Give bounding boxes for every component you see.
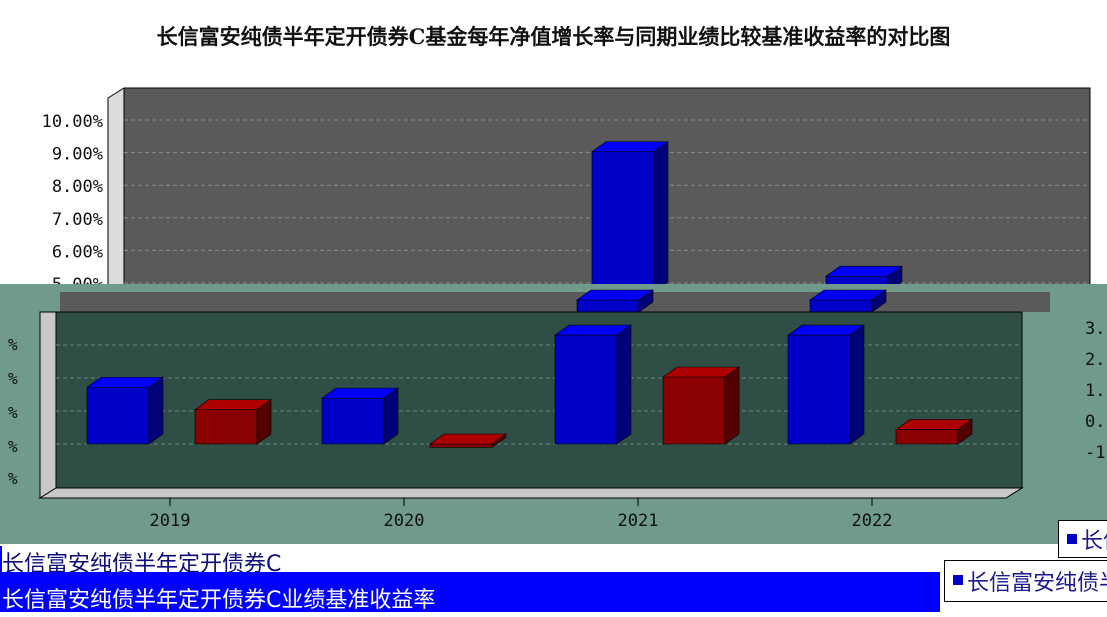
right-axis-ticks: 3. 2. 1. 0. -1. <box>1085 319 1107 463</box>
bar-front <box>895 429 959 445</box>
left-partial-tick: % <box>8 335 18 354</box>
y-tick-label: 8.00% <box>52 177 103 197</box>
bar-front <box>787 334 851 445</box>
bar-2021-series-2 <box>662 366 740 445</box>
left-partial-tick: % <box>8 469 18 488</box>
legend-item-series-2: 长信富安纯债半年定开债券C业绩基准收益率 <box>2 588 436 613</box>
lower-plot-background <box>55 311 1023 489</box>
legend-box-right-2: 长信富安纯债半年定开债券C业绩基准收益率 <box>944 560 1107 602</box>
y-tick-label: 7.00% <box>52 210 103 230</box>
bar-upper-2021 <box>591 141 669 293</box>
legend-series-1-swatch <box>1067 534 1077 544</box>
x-tick-label: 2019 <box>150 511 191 531</box>
legend-series-2-swatch <box>953 575 963 585</box>
legend-box-right-1: 长信富安纯债半年定开债券C <box>1058 520 1107 558</box>
legend-item-series-1: 长信富安纯债半年定开债券C <box>2 546 932 572</box>
left-partial-ticks: %%%%% <box>8 335 18 488</box>
bar-side <box>849 324 865 445</box>
bar-front <box>86 386 150 445</box>
bar-front <box>662 376 726 445</box>
lower-bars <box>86 324 973 448</box>
bar-2020-series-2 <box>429 433 507 448</box>
lower-plot-floor <box>38 487 1024 499</box>
bar-front <box>809 299 873 313</box>
bar-2022-series-1 <box>787 324 865 445</box>
bar-side <box>616 324 632 445</box>
bar-2019-series-2 <box>194 399 272 445</box>
bar-2022-series-2 <box>895 418 973 445</box>
x-tick-label: 2020 <box>384 511 425 531</box>
bar-side <box>724 366 740 445</box>
seam-bars <box>576 289 887 313</box>
bar-side <box>957 418 973 445</box>
right-tick-label: 3. <box>1085 319 1105 339</box>
seam-plot-strip <box>60 292 1050 312</box>
y-tick-label: 9.00% <box>52 145 103 165</box>
upper-y-axis-ticks: 10.00%9.00%8.00%7.00%6.00%5.00% <box>42 112 103 295</box>
bar-side <box>491 433 507 448</box>
y-tick-label: 6.00% <box>52 242 103 262</box>
bar-side <box>653 141 669 293</box>
x-tick-label: 2022 <box>852 511 893 531</box>
bar-side <box>638 289 654 313</box>
right-tick-label: 2. <box>1085 350 1105 370</box>
bar-2019-series-1 <box>86 376 164 445</box>
legend-right-label-2: 长信富安纯债半年定开债券C业绩基准收益率 <box>967 571 1107 596</box>
lower-plot-wall-edge <box>39 311 57 499</box>
bar-2021-series-1 <box>554 324 632 445</box>
bar-front <box>429 443 493 448</box>
left-partial-tick: % <box>8 369 18 388</box>
legend-right-label-1: 长信富安纯债半年定开债券C <box>1081 529 1107 554</box>
y-tick-label: 10.00% <box>42 112 103 132</box>
legend-band <box>0 572 940 612</box>
bar-front <box>321 397 385 445</box>
bar-side <box>148 376 164 445</box>
left-partial-tick: % <box>8 403 18 422</box>
bar-front <box>554 334 618 445</box>
bar-side <box>256 399 272 445</box>
right-tick-label: 0. <box>1085 412 1105 432</box>
bar-front <box>576 299 640 313</box>
chart-title: 长信富安纯债半年定开债券C基金每年净值增长率与同期业绩比较基准收益率的对比图 <box>156 24 951 49</box>
bar-side <box>871 289 887 313</box>
bar-front <box>591 151 655 293</box>
left-partial-tick: % <box>8 437 18 456</box>
x-tick-label: 2021 <box>618 511 659 531</box>
x-axis-ticks: 2019 2020 2021 2022 <box>150 498 893 531</box>
bar-seam-2021 <box>576 289 654 313</box>
bar-2020-series-1 <box>321 387 399 445</box>
bar-front <box>194 409 258 445</box>
bar-side <box>383 387 399 445</box>
right-tick-label: -1. <box>1085 443 1107 463</box>
right-tick-label: 1. <box>1085 381 1105 401</box>
bar-seam-2022 <box>809 289 887 313</box>
